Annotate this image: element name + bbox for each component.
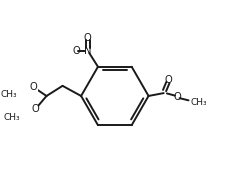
Text: O: O — [84, 33, 92, 43]
Text: O: O — [29, 82, 37, 92]
Text: O: O — [173, 92, 181, 102]
Text: N: N — [84, 46, 92, 56]
Text: O: O — [72, 46, 80, 56]
Text: CH₃: CH₃ — [191, 98, 207, 107]
Text: O: O — [164, 75, 172, 85]
Text: CH₃: CH₃ — [3, 113, 20, 122]
Text: O: O — [32, 104, 39, 114]
Text: CH₃: CH₃ — [0, 90, 17, 99]
